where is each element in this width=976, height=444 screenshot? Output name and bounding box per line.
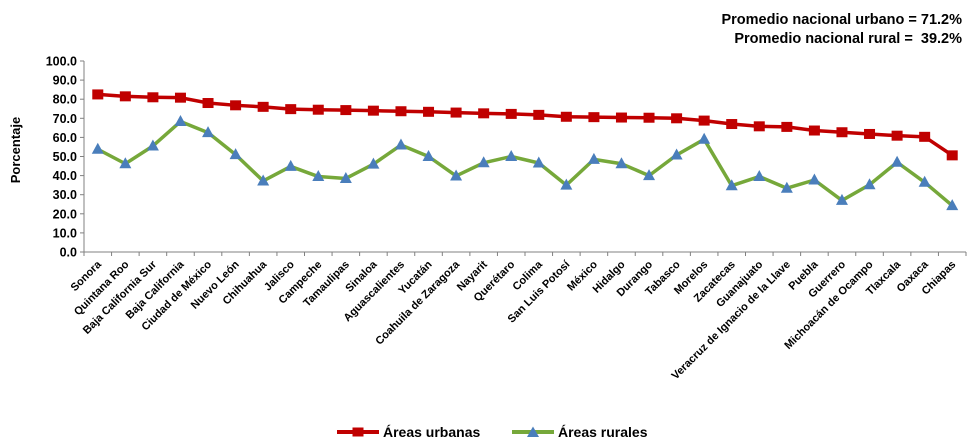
urban-point <box>753 121 765 132</box>
urban-point <box>450 107 462 118</box>
rural-point <box>174 115 187 127</box>
rural-point <box>284 159 297 171</box>
rural-point <box>202 126 215 138</box>
rural-point <box>808 173 821 185</box>
national-rural-average-note: Promedio nacional rural = 39.2% <box>734 31 962 47</box>
urban-point <box>312 104 324 115</box>
rural-point <box>946 199 959 211</box>
rural-point <box>560 178 573 190</box>
rural-point <box>891 155 904 167</box>
y-tick-label: 10.0 <box>53 226 77 240</box>
series-line-rural <box>96 119 954 207</box>
urban-point <box>257 101 269 112</box>
rural-point <box>753 170 766 182</box>
rural-point <box>670 148 683 160</box>
urban-point <box>919 131 931 142</box>
urban-point <box>340 105 352 116</box>
urban-point <box>560 111 572 122</box>
y-axis: 0.0 10.0 20.0 30.0 40.0 50.0 60.0 70.0 80.0 90.0 1… <box>46 55 85 260</box>
urban-point <box>92 89 104 100</box>
urban-point <box>781 121 793 132</box>
urban-point <box>864 128 876 139</box>
rural-point <box>587 152 600 164</box>
urban-point <box>891 130 903 141</box>
y-tick-label: 30.0 <box>53 188 77 202</box>
urban-point <box>395 106 407 117</box>
y-tick-label: 20.0 <box>53 207 77 221</box>
urban-point <box>615 112 627 123</box>
urban-point <box>588 112 600 123</box>
rural-point <box>257 174 270 186</box>
rural-point <box>643 169 656 181</box>
urban-point <box>946 150 958 161</box>
urban-point <box>230 100 242 111</box>
urban-point <box>367 105 379 116</box>
rural-point <box>505 150 518 161</box>
y-tick-label: 80.0 <box>53 93 77 107</box>
rural-point <box>394 138 407 150</box>
national-urban-average-note: Promedio nacional urbano = 71.2% <box>721 12 962 28</box>
rural-point <box>91 142 104 154</box>
urban-point <box>147 92 159 103</box>
legend-item-urban: Áreas urbanas <box>337 424 480 440</box>
legend-rural-swatch <box>512 426 554 437</box>
legend-item-rural: Áreas rurales <box>512 424 648 440</box>
rural-point <box>229 148 242 160</box>
urban-point <box>836 127 848 138</box>
rural-point <box>450 169 463 181</box>
rural-point <box>780 181 793 193</box>
rural-point <box>532 156 545 168</box>
rural-point <box>835 193 848 205</box>
legend-urban-swatch <box>337 427 379 437</box>
urban-point <box>478 108 490 119</box>
y-tick-label: 50.0 <box>53 150 77 164</box>
rural-point <box>863 178 876 190</box>
y-tick-label: 90.0 <box>53 74 77 88</box>
rural-point <box>698 132 711 144</box>
urban-point <box>202 98 214 109</box>
rural-point <box>918 175 931 187</box>
urban-point <box>671 113 683 124</box>
y-axis-label: Porcentaje <box>8 117 23 183</box>
rural-point <box>725 179 738 191</box>
urban-point <box>533 109 545 120</box>
plot-area <box>91 89 959 211</box>
y-tick-label: 0.0 <box>60 246 77 260</box>
rural-point <box>312 170 325 182</box>
urban-point <box>643 112 655 123</box>
y-tick-label: 100.0 <box>46 55 77 69</box>
rural-point <box>119 157 132 169</box>
rural-point <box>477 156 490 168</box>
y-tick-label: 60.0 <box>53 131 77 145</box>
urban-point <box>423 106 435 117</box>
y-tick-label: 70.0 <box>53 112 77 126</box>
rural-point <box>146 139 159 151</box>
rural-point <box>615 157 628 169</box>
y-tick-label: 40.0 <box>53 169 77 183</box>
urban-point <box>808 125 820 136</box>
urban-point <box>505 108 517 119</box>
urban-point <box>119 91 131 102</box>
urban-point <box>174 92 186 103</box>
legend-rural-label: Áreas rurales <box>558 424 648 440</box>
rural-point <box>367 157 380 169</box>
urban-point <box>698 115 710 126</box>
rural-point <box>339 171 352 183</box>
legend: Áreas urbanas Áreas rurales <box>0 424 976 444</box>
legend-urban-label: Áreas urbanas <box>383 424 481 440</box>
urban-point <box>285 104 297 115</box>
urban-point <box>726 119 738 130</box>
rural-point <box>422 150 435 161</box>
